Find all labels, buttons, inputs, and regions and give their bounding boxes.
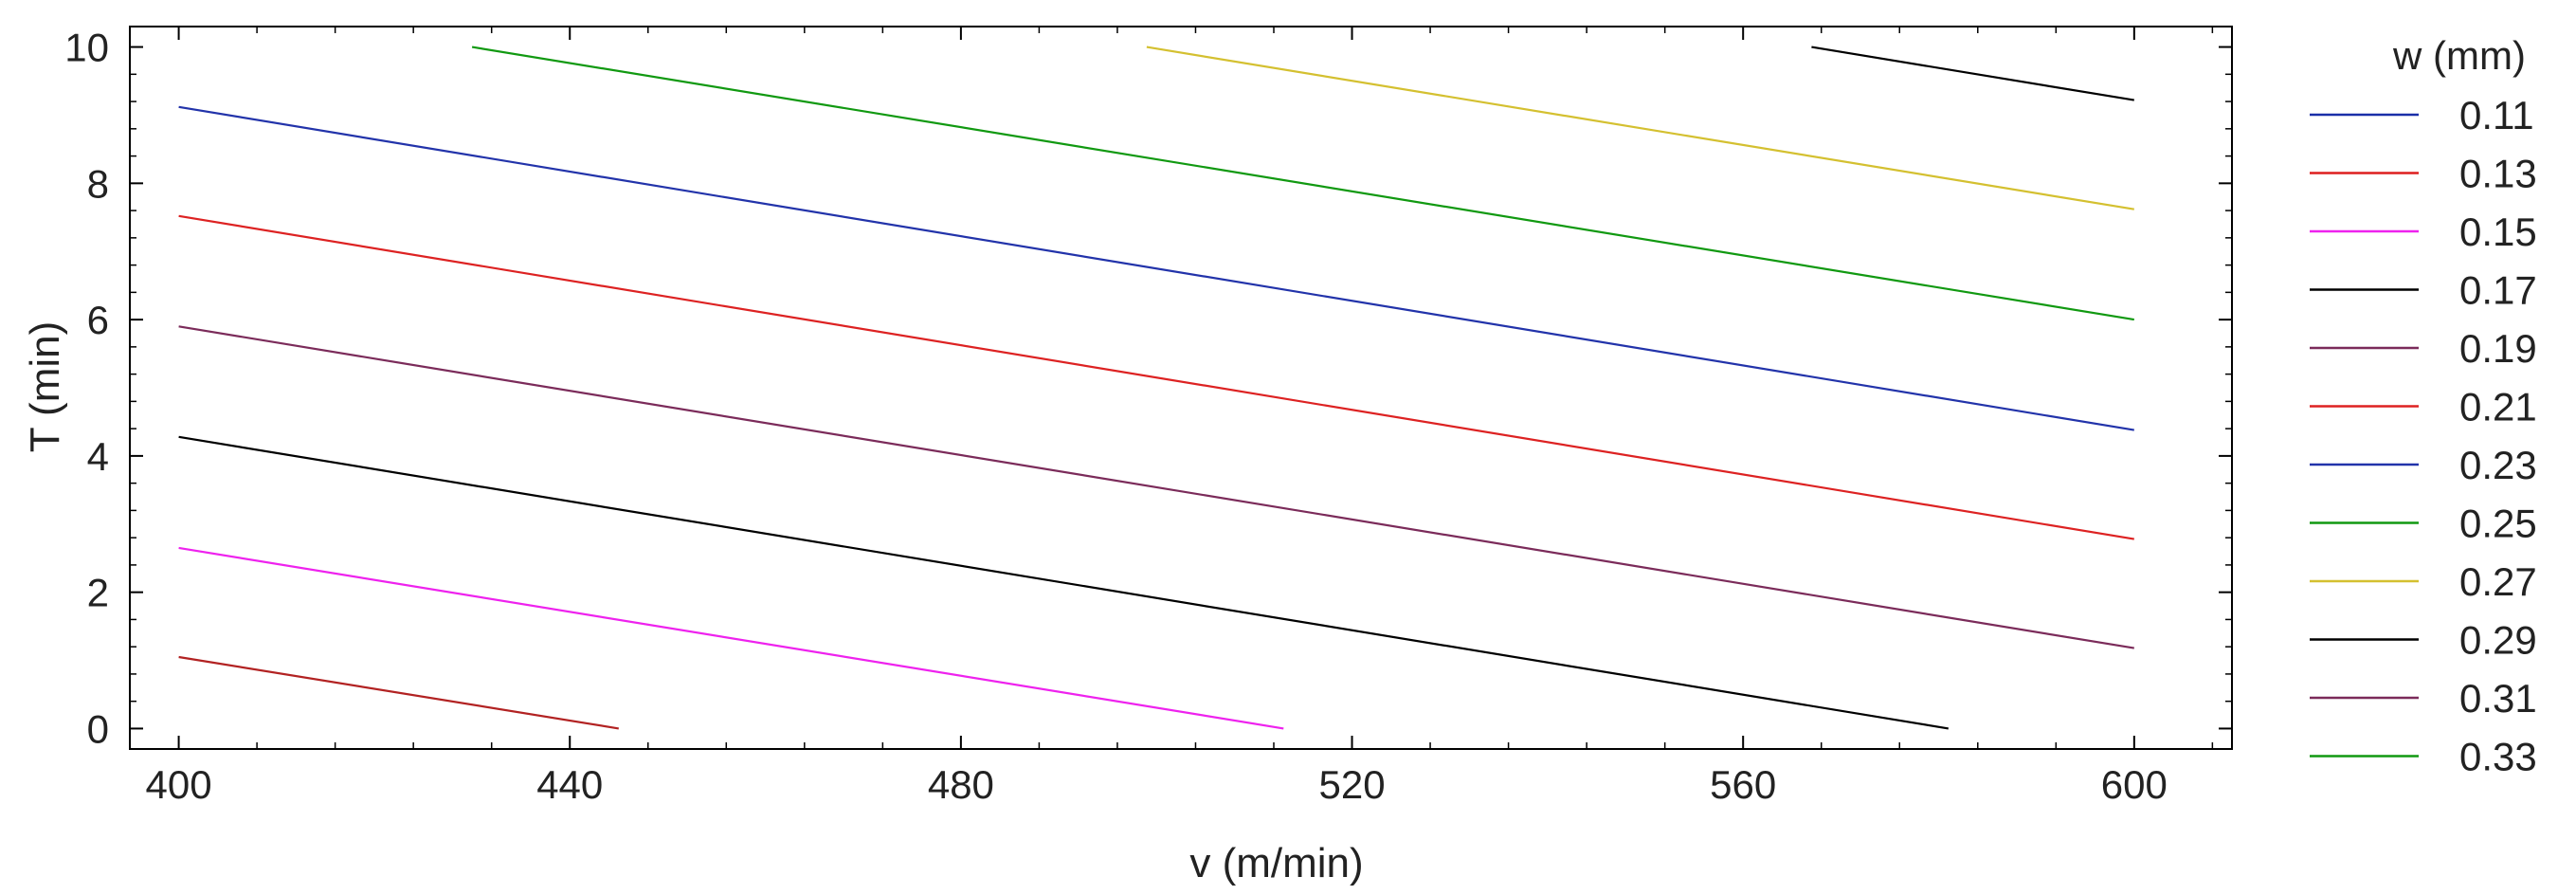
x-tick-label: 400 — [146, 762, 212, 807]
x-tick-label: 520 — [1318, 762, 1385, 807]
legend-label: 0.17 — [2459, 268, 2537, 313]
series-line-0.15 — [178, 435, 1949, 730]
x-tick-label: 560 — [1710, 762, 1776, 807]
legend-label: 0.23 — [2459, 443, 2537, 487]
legend-label: 0.25 — [2459, 502, 2537, 546]
plot-frame — [129, 26, 2233, 750]
legend-label: 0.29 — [2459, 618, 2537, 663]
series-line-0.13 — [178, 546, 1284, 730]
y-tick-label: 4 — [87, 434, 109, 479]
series-lines — [178, 46, 2134, 730]
legend-label: 0.13 — [2459, 152, 2537, 196]
legend-entries: 0.11 0.13 0.15 0.17 0.19 0.21 0.23 0.25 0.27 0.29… — [2310, 93, 2537, 779]
series-line-0.25 — [1146, 46, 2134, 210]
x-tick-label: 480 — [928, 762, 994, 807]
y-tick-label: 6 — [87, 298, 109, 342]
x-tick-labels: 400 440 480 520 560 600 — [146, 762, 2168, 807]
x-tick-label: 600 — [2101, 762, 2168, 807]
legend-title: w (mm) — [2392, 33, 2526, 78]
minor-ticks — [130, 27, 2232, 749]
legend-label: 0.11 — [2459, 93, 2534, 137]
legend: w (mm) 0.110.130.150.170.190.210.230.250… — [2310, 33, 2537, 779]
y-axis-title: T (min) — [22, 321, 68, 453]
series-line-0.23 — [471, 46, 2134, 321]
legend-label: 0.21 — [2459, 385, 2537, 429]
series-line-0.21 — [178, 105, 2134, 431]
series-line-0.19 — [178, 214, 2134, 540]
y-tick-label: 2 — [87, 571, 109, 615]
series-line-0.27 — [1811, 46, 2134, 101]
x-axis-title: v (m/min) — [1189, 840, 1363, 886]
y-tick-labels: 0 2 4 6 8 10 — [64, 26, 109, 752]
series-line-0.11 — [178, 655, 619, 730]
y-tick-label: 10 — [64, 26, 109, 70]
legend-label: 0.27 — [2459, 559, 2537, 604]
y-tick-label: 0 — [87, 706, 109, 751]
series-line-0.17 — [178, 325, 2134, 649]
legend-label: 0.19 — [2459, 326, 2537, 371]
legend-label: 0.31 — [2459, 676, 2537, 721]
legend-label: 0.15 — [2459, 210, 2537, 254]
major-ticks — [130, 27, 2232, 749]
legend-label: 0.33 — [2459, 735, 2537, 779]
y-tick-label: 8 — [87, 161, 109, 206]
x-tick-label: 440 — [536, 762, 603, 807]
